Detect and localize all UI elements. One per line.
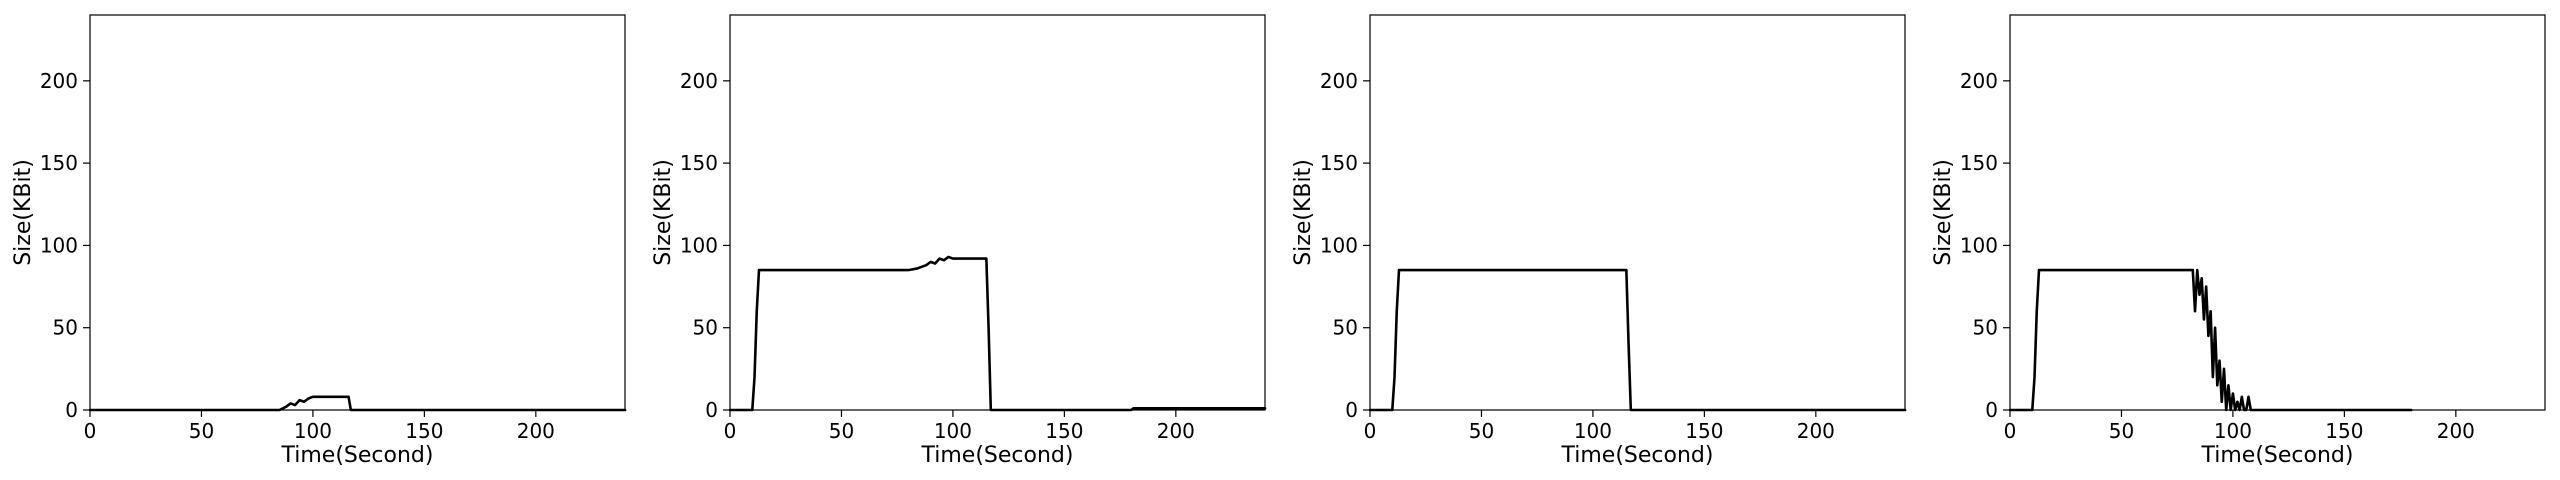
panel-1: 0 50 100 150 200 0 50 100 150 200 Time(Second) Size…: [11, 14, 627, 468]
y-tick-label: 0: [1985, 398, 1998, 422]
x-tick-label: 150: [1685, 419, 1723, 443]
y-axis-label: Size(KBit): [1931, 159, 1956, 266]
x-tick-label: 200: [1157, 419, 1195, 443]
panel-2: 0 50 100 150 200 0 50 100 150 200 Time(Second) Size…: [651, 14, 1267, 468]
series-line: [728, 255, 1267, 412]
x-axis-label: Time(Second): [2201, 443, 2354, 468]
y-axis-label: Size(KBit): [11, 159, 36, 266]
series-line: [2008, 268, 2413, 412]
x-tick-label: 100: [934, 419, 972, 443]
y-tick-label: 150: [1320, 151, 1358, 175]
y-tick-label: 0: [1345, 398, 1358, 422]
x-tick-label: 150: [405, 419, 443, 443]
y-tick-label: 0: [705, 398, 718, 422]
x-tick-label: 100: [1574, 419, 1612, 443]
x-tick-label: 0: [2004, 419, 2017, 443]
y-tick-label: 100: [1320, 233, 1358, 257]
x-tick-label: 0: [724, 419, 737, 443]
x-tick-label: 50: [189, 419, 214, 443]
y-tick-label: 200: [40, 69, 78, 93]
y-tick-label: 150: [680, 151, 718, 175]
x-tick-label: 0: [84, 419, 97, 443]
x-tick-label: 0: [1364, 419, 1377, 443]
y-tick-label: 200: [1960, 69, 1998, 93]
x-tick-label: 200: [1797, 419, 1835, 443]
y-axis-label: Size(KBit): [1291, 159, 1316, 266]
plot-frame: [1369, 14, 1906, 411]
plot-frame: [729, 14, 1266, 411]
plot-frame: [89, 14, 626, 411]
x-tick-label: 50: [2109, 419, 2134, 443]
series-line: [1368, 268, 1907, 412]
x-tick-label: 50: [829, 419, 854, 443]
x-tick-label: 150: [1045, 419, 1083, 443]
x-tick-label: 200: [517, 419, 555, 443]
x-tick-label: 150: [2325, 419, 2363, 443]
x-tick-label: 50: [1469, 419, 1494, 443]
plot-frame: [2009, 14, 2546, 411]
y-tick-label: 0: [65, 398, 78, 422]
y-tick-label: 50: [1333, 316, 1358, 340]
y-tick-label: 100: [1960, 233, 1998, 257]
panel-3: 0 50 100 150 200 0 50 100 150 200 Time(Second) Size…: [1291, 14, 1907, 468]
y-tick-label: 200: [1320, 69, 1358, 93]
y-tick-label: 50: [53, 316, 78, 340]
series-line: [88, 395, 627, 412]
y-tick-label: 150: [40, 151, 78, 175]
y-tick-label: 200: [680, 69, 718, 93]
y-tick-label: 150: [1960, 151, 1998, 175]
y-axis-label: Size(KBit): [651, 159, 676, 266]
y-tick-label: 50: [1973, 316, 1998, 340]
x-tick-label: 200: [2437, 419, 2475, 443]
x-axis-label: Time(Second): [1561, 443, 1714, 468]
x-tick-label: 100: [2214, 419, 2252, 443]
y-tick-label: 100: [680, 233, 718, 257]
panel-4: 0 50 100 150 200 0 50 100 150 200 Time(Second) Size…: [1931, 14, 2546, 468]
y-tick-label: 50: [693, 316, 718, 340]
x-axis-label: Time(Second): [281, 443, 434, 468]
x-tick-label: 100: [294, 419, 332, 443]
x-axis-label: Time(Second): [921, 443, 1074, 468]
y-tick-label: 100: [40, 233, 78, 257]
